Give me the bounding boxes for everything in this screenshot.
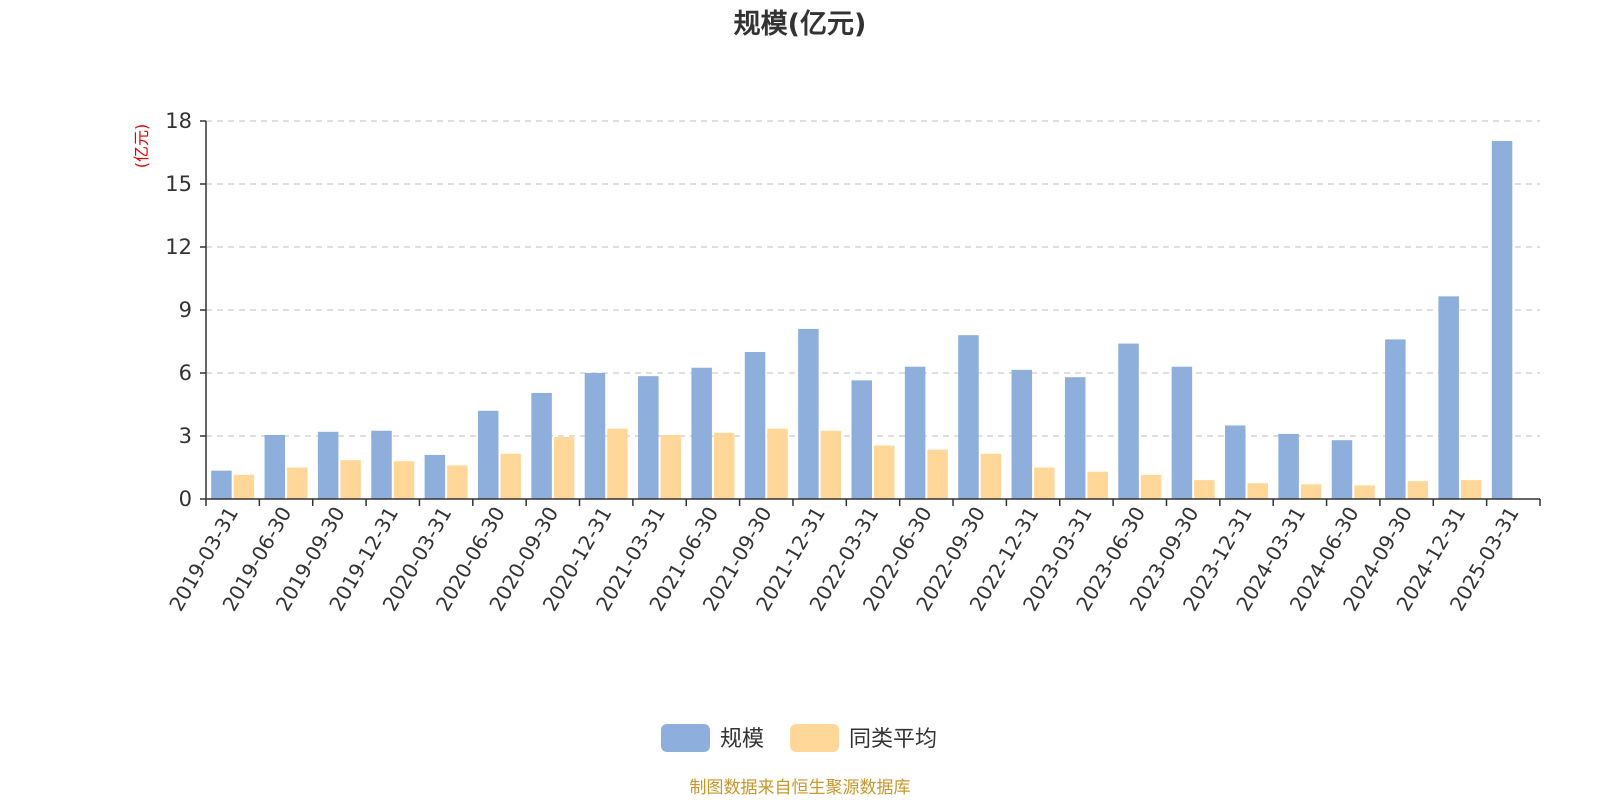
bar-scale	[958, 335, 979, 499]
bar-peer-average	[393, 461, 415, 499]
bar-peer-average	[980, 453, 1002, 499]
bar-scale	[264, 434, 286, 499]
bar-peer-average	[1087, 471, 1108, 499]
legend-swatch	[790, 724, 839, 752]
bar-scale	[1171, 366, 1193, 499]
bar-peer-average	[874, 445, 895, 499]
bars	[211, 140, 1513, 499]
bar-scale	[1278, 433, 1299, 499]
y-axis-unit: (亿元)	[132, 124, 151, 169]
legend-label: 规模	[720, 727, 764, 752]
y-tick-labels: 0 3 6 9 12 15 18	[165, 109, 192, 511]
bar-peer-average	[340, 460, 361, 499]
bar-scale	[211, 470, 232, 499]
legend: 规模 同类平均	[661, 724, 937, 752]
legend-swatch	[661, 724, 710, 752]
y-tick-label: 15	[165, 172, 192, 196]
y-tick-label: 9	[179, 298, 192, 322]
y-tick-label: 18	[165, 109, 192, 133]
grid-lines	[206, 120, 1540, 437]
bar-peer-average	[553, 437, 575, 499]
bar-scale	[1064, 377, 1086, 499]
bar-scale	[744, 352, 766, 499]
bar-scale	[477, 410, 499, 499]
bar-scale	[1438, 296, 1459, 499]
bar-peer-average	[500, 453, 521, 499]
y-tick-label: 0	[179, 487, 192, 511]
bar-peer-average	[607, 428, 628, 499]
bar-scale	[1011, 369, 1033, 499]
bar-peer-average	[767, 428, 788, 499]
data-source-note: 制图数据来自恒生聚源数据库	[690, 778, 911, 798]
chart-title: 规模(亿元)	[734, 9, 867, 40]
bar-peer-average	[1140, 474, 1162, 499]
bar-scale	[531, 392, 552, 499]
bar-peer-average	[1194, 480, 1215, 499]
bar-peer-average	[1354, 485, 1375, 499]
bar-peer-average	[927, 449, 948, 499]
x-tick-labels: 2019-03-312019-06-302019-09-302019-12-31…	[164, 503, 1524, 616]
bar-scale	[638, 376, 659, 499]
bar-scale	[691, 367, 712, 499]
bar-scale	[317, 431, 339, 499]
legend-label: 同类平均	[849, 727, 937, 752]
bar-scale	[1118, 343, 1139, 499]
bar-scale	[1385, 339, 1406, 499]
y-tick-label: 3	[179, 424, 192, 448]
y-tick-label: 12	[165, 235, 192, 259]
bar-peer-average	[233, 474, 255, 499]
bar-scale	[1331, 440, 1353, 499]
bar-peer-average	[1300, 484, 1322, 499]
bar-peer-average	[1460, 480, 1482, 499]
bar-peer-average	[287, 467, 308, 499]
bar-peer-average	[1407, 481, 1429, 499]
bar-peer-average	[713, 432, 735, 499]
bar-scale	[904, 366, 926, 499]
bar-scale	[798, 328, 819, 499]
bar-scale	[584, 373, 606, 499]
bar-scale	[851, 380, 872, 499]
bar-peer-average	[1247, 483, 1269, 499]
bar-peer-average	[660, 434, 682, 499]
bar-peer-average	[1034, 467, 1055, 499]
axes	[200, 120, 1541, 506]
bar-peer-average	[447, 465, 468, 499]
bar-scale	[1225, 425, 1246, 499]
y-tick-label: 6	[179, 361, 192, 385]
bar-peer-average	[820, 430, 842, 499]
bar-scale	[371, 430, 392, 499]
bar-scale	[424, 454, 446, 499]
bar-scale	[1491, 140, 1513, 499]
